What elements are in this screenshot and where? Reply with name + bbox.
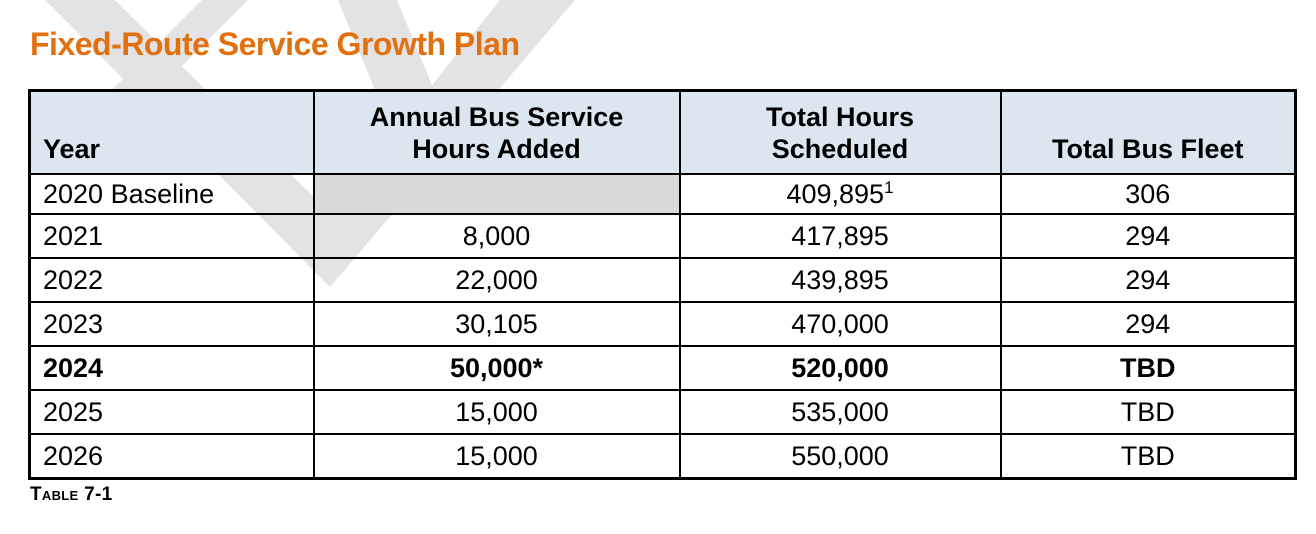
total-hours-cell: 409,8951 <box>678 173 1002 215</box>
hours-added-cell: 15,000 <box>312 389 681 435</box>
year-cell: 2021 <box>28 213 315 259</box>
header-cell-total-hours: Total Hours Scheduled <box>678 89 1002 175</box>
table-row-2022: 2022 22,000 439,895 294 <box>28 257 1297 303</box>
total-hours-cell: 417,895 <box>678 213 1002 259</box>
footnote-marker: 1 <box>884 177 894 197</box>
hours-added-cell: 30,105 <box>312 301 681 347</box>
service-growth-table: Year Annual Bus Service Hours Added Tota… <box>28 89 1297 480</box>
fleet-cell: TBD <box>999 389 1297 435</box>
table-row-2023: 2023 30,105 470,000 294 <box>28 301 1297 347</box>
year-cell: 2023 <box>28 301 315 347</box>
table-row-2025: 2025 15,000 535,000 TBD <box>28 389 1297 435</box>
fleet-cell: TBD <box>999 433 1297 480</box>
table-header-row: Year Annual Bus Service Hours Added Tota… <box>28 89 1297 175</box>
header-cell-hours-added: Annual Bus Service Hours Added <box>312 89 681 175</box>
hours-added-cell: 8,000 <box>312 213 681 259</box>
fleet-cell: 294 <box>999 213 1297 259</box>
watermark-diagonal-stroke <box>112 0 248 90</box>
header-cell-year: Year <box>28 89 315 175</box>
year-cell: 2022 <box>28 257 315 303</box>
table-row-2026: 2026 15,000 550,000 TBD <box>28 433 1297 480</box>
fleet-cell: 294 <box>999 301 1297 347</box>
total-hours-cell: 470,000 <box>678 301 1002 347</box>
page-title: Fixed-Route Service Growth Plan <box>30 26 520 62</box>
fleet-cell: 294 <box>999 257 1297 303</box>
hours-added-cell-shaded <box>312 173 681 215</box>
table-caption: Table 7-1 <box>30 484 113 505</box>
fleet-cell: 306 <box>999 173 1297 215</box>
fleet-cell: TBD <box>999 345 1297 391</box>
table-row-2021: 2021 8,000 417,895 294 <box>28 213 1297 259</box>
hours-added-cell: 15,000 <box>312 433 681 480</box>
total-hours-cell: 550,000 <box>678 433 1002 480</box>
header-cell-fleet: Total Bus Fleet <box>999 89 1297 175</box>
total-hours-value: 409,895 <box>786 178 885 209</box>
year-cell: 2026 <box>28 433 315 480</box>
year-cell: 2020 Baseline <box>28 173 315 215</box>
total-hours-cell: 439,895 <box>678 257 1002 303</box>
year-cell: 2025 <box>28 389 315 435</box>
hours-added-cell: 50,000* <box>312 345 681 391</box>
table-row-2020-baseline: 2020 Baseline 409,8951 306 <box>28 173 1297 215</box>
year-cell: 2024 <box>28 345 315 391</box>
total-hours-cell: 520,000 <box>678 345 1002 391</box>
watermark-chevron-stroke <box>45 0 575 287</box>
hours-added-cell: 22,000 <box>312 257 681 303</box>
watermark-diagonal-stroke <box>338 0 434 90</box>
table-row-2024: 2024 50,000* 520,000 TBD <box>28 345 1297 391</box>
total-hours-cell: 535,000 <box>678 389 1002 435</box>
